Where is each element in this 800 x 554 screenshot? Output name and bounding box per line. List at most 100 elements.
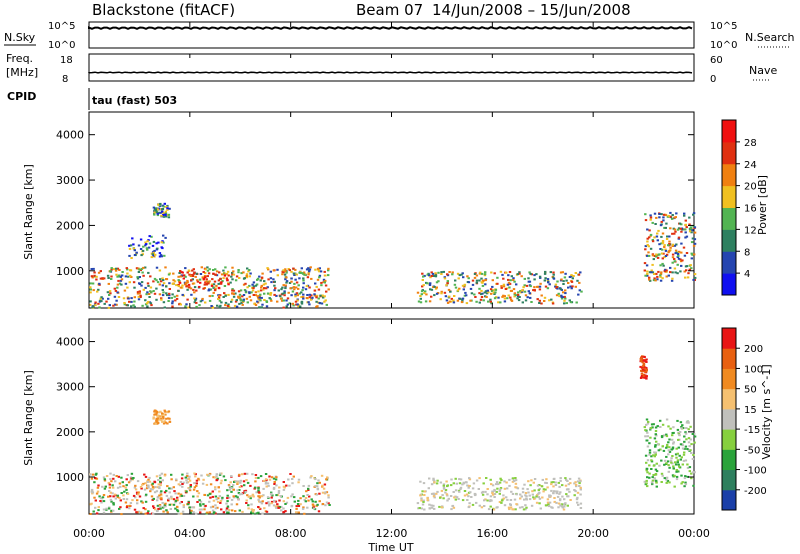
velocity-cell [268,475,271,478]
power-cell [130,305,133,308]
power-cell [173,280,177,283]
power-cell [551,302,555,305]
velocity-cell [643,356,646,359]
power-cell [663,226,666,229]
velocity-cell [531,490,534,493]
power-cell [432,275,436,277]
velocity-cell [164,421,168,424]
power-cell [193,297,196,300]
power-cell [416,291,420,294]
velocity-cell [227,484,231,487]
power-cell [579,271,582,274]
power-cell [140,254,143,257]
velocity-cell [211,505,215,508]
velocity-cell [139,486,143,488]
velocity-cell [170,487,173,490]
velocity-cell [655,481,658,484]
power-cell [159,211,162,214]
power-cell [562,283,565,285]
velocity-cell [676,428,680,431]
velocity-cell [678,465,681,468]
velocity-cell [268,503,271,506]
power-cell [674,252,677,255]
power-cell [308,296,311,299]
power-cell [225,272,229,275]
velocity-cell [296,511,299,514]
velocity-cell [478,477,481,480]
velocity-cell [282,511,286,513]
velocity-cell [677,432,681,435]
power-cell [443,276,446,279]
power-cell [539,276,542,279]
velocity-cell [238,509,241,512]
velocity-cell [255,491,258,494]
velocity-cell [228,488,232,491]
velocity-cell [174,492,177,495]
power-cell [132,281,136,284]
velocity-cell [537,496,540,499]
velocity-cell [576,491,580,494]
power-cell [135,267,139,270]
power-cell [677,254,680,257]
velocity-cell [660,472,664,475]
velocity-cell [102,476,106,479]
velocity-cell [118,507,121,510]
velocity-cell [660,459,663,462]
power-colorbar-label: Power [dB] [756,175,769,235]
power-cell [217,298,220,300]
power-cell [690,257,693,260]
velocity-cell [259,495,262,498]
power-cell [259,279,262,282]
velocity-cell [498,501,502,503]
velocity-cell [275,506,278,509]
power-cell [317,269,320,272]
velocity-cell [147,478,150,481]
velocity-cell [451,504,455,507]
power-cell [540,294,543,297]
power-cell [327,267,330,270]
power-cell [136,292,140,295]
velocity-cell [157,483,160,486]
velocity-cell [515,503,518,506]
power-colorbar-cell [722,251,736,274]
velocity-cell [487,508,491,511]
power-cell [238,297,241,300]
velocity-cell [230,490,233,493]
velocity-cell [317,479,320,482]
velocity-cell [282,488,286,491]
power-cell [210,283,214,286]
power-cell [494,291,497,294]
velocity-cell [116,494,119,497]
velocity-cell [222,511,226,514]
power-cell [91,276,94,279]
power-cell [655,235,659,238]
power-cell [103,302,106,305]
power-cell [295,303,298,306]
power-cell [560,294,563,297]
power-cell [529,285,532,288]
power-cell [128,300,131,303]
power-cell [317,301,320,304]
power-cell [426,273,429,276]
velocity-cell [678,454,681,457]
velocity-cell [159,492,163,495]
velocity-cell [655,470,659,473]
power-cell [663,256,666,259]
power-cell [517,299,521,302]
power-cell [223,292,226,295]
velocity-cell [656,443,660,446]
power-cell [513,292,517,295]
power-cell [192,288,195,291]
power-cell [133,249,136,252]
power-cell [217,295,221,298]
power-cell [232,295,236,298]
velocity-cell [279,495,282,497]
velocity-cell [514,477,517,479]
power-cell [198,278,202,281]
velocity-cell [234,495,238,498]
velocity-colorbar-tick-label: 100 [744,364,763,375]
velocity-cell [646,422,650,425]
velocity-cell [565,478,568,481]
power-cell [210,305,213,307]
power-cell [235,275,239,278]
